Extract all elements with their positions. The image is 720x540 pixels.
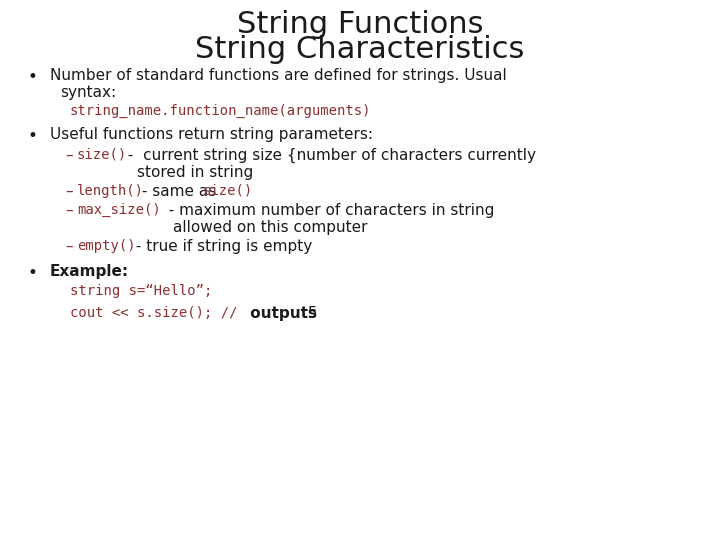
Text: - true if string is empty: - true if string is empty	[131, 239, 312, 254]
Text: size(): size()	[203, 184, 253, 198]
Text: Useful functions return string parameters:: Useful functions return string parameter…	[50, 127, 373, 142]
Text: empty(): empty()	[77, 239, 135, 253]
Text: •: •	[28, 68, 38, 86]
Text: string_name.function_name(arguments): string_name.function_name(arguments)	[70, 104, 372, 118]
Text: –: –	[65, 184, 73, 199]
Text: –: –	[65, 148, 73, 163]
Text: - maximum number of characters in string: - maximum number of characters in string	[159, 203, 495, 218]
Text: Example:: Example:	[50, 264, 129, 279]
Text: - same as: - same as	[137, 184, 221, 199]
Text: syntax:: syntax:	[60, 85, 116, 100]
Text: •: •	[28, 264, 38, 282]
Text: -  current string size {number of characters currently: - current string size {number of charact…	[123, 148, 536, 163]
Text: length(): length()	[77, 184, 144, 198]
Text: max_size(): max_size()	[77, 203, 161, 217]
Text: –: –	[65, 203, 73, 218]
Text: cout << s.size(); //: cout << s.size(); //	[70, 306, 246, 320]
Text: •: •	[28, 127, 38, 145]
Text: size(): size()	[77, 148, 127, 162]
Text: allowed on this computer: allowed on this computer	[173, 220, 367, 235]
Text: string s=“Hello”;: string s=“Hello”;	[70, 284, 212, 298]
Text: 5: 5	[303, 306, 318, 321]
Text: stored in string: stored in string	[137, 165, 253, 180]
Text: String Functions: String Functions	[237, 10, 483, 39]
Text: Number of standard functions are defined for strings. Usual: Number of standard functions are defined…	[50, 68, 507, 83]
Text: –: –	[65, 239, 73, 254]
Text: String Characteristics: String Characteristics	[195, 35, 525, 64]
Text: outputs: outputs	[245, 306, 317, 321]
